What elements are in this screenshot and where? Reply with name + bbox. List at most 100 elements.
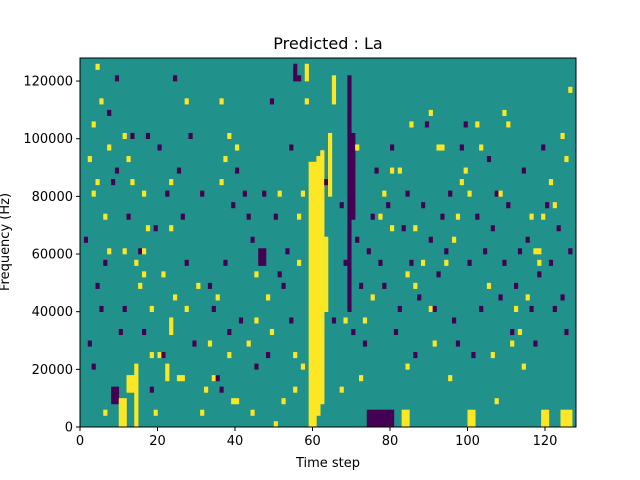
heatmap-cell-high [180, 375, 185, 382]
heatmap-cell-high [277, 190, 282, 197]
heatmap-cell-high [490, 352, 495, 359]
heatmap-cell-high [293, 352, 298, 359]
heatmap-cell-low [537, 271, 542, 278]
plot-frame [79, 57, 577, 428]
heatmap-cell-low [362, 340, 368, 347]
heatmap-cell-high [479, 144, 484, 151]
heatmap-cell-high [405, 363, 410, 370]
heatmap-cell-high [165, 363, 170, 382]
heatmap-cell-high [467, 190, 472, 197]
heatmap-cell-high [390, 167, 395, 174]
heatmap-cell-low [517, 248, 523, 255]
heatmap-cell-low [173, 75, 178, 82]
heatmap-cell-low [393, 328, 399, 336]
heatmap-cell-high [126, 156, 131, 163]
heatmap-cell-low [339, 202, 344, 209]
heatmap-cell-high [401, 409, 406, 428]
heatmap-cell-high [541, 213, 546, 220]
heatmap-cell-low [281, 282, 286, 289]
heatmap-cell-high [254, 271, 259, 278]
heatmap-cell-low [444, 248, 449, 255]
heatmap-cell-low [498, 294, 503, 301]
heatmap-cell-low [293, 63, 298, 82]
heatmap-cell-low [107, 109, 112, 116]
heatmap-cell-high [126, 375, 131, 393]
heatmap-cell-high [227, 352, 232, 359]
heatmap-cell-high [328, 132, 333, 197]
heatmap-cell-low [568, 248, 573, 255]
heatmap-cell-high [169, 225, 174, 232]
heatmap-cell-high [130, 179, 135, 186]
heatmap-cell-low [130, 132, 135, 140]
heatmap-cell-high [529, 213, 534, 220]
heatmap-cell-high [219, 179, 224, 186]
heatmap-cell-low [192, 340, 197, 347]
heatmap-cell-high [266, 294, 271, 301]
heatmap-cell-high [548, 179, 554, 186]
heatmap-cell-high [254, 317, 259, 324]
heatmap-cell-high [293, 386, 298, 393]
heatmap-cell-high [300, 363, 306, 370]
heatmap-cell-high [506, 121, 511, 128]
heatmap-cell-low [374, 167, 379, 174]
x-tick-label: 120 [533, 434, 558, 449]
heatmap-cell-high [169, 179, 174, 186]
heatmap-cell-high [343, 317, 348, 324]
heatmap-cell-low [390, 144, 395, 151]
heatmap-cell-low [122, 305, 127, 312]
heatmap-cell-high [300, 190, 306, 197]
heatmap-cell-low [347, 75, 352, 312]
heatmap-cell-low [440, 213, 445, 220]
y-tick-label: 20000 [32, 363, 73, 378]
heatmap-cell-low [153, 225, 158, 232]
heatmap-cell-low [138, 248, 143, 255]
heatmap-cell-high [235, 144, 240, 151]
heatmap-cell-low [231, 202, 236, 209]
heatmap-cell-high [459, 179, 464, 186]
heatmap-cell-low [200, 190, 205, 197]
heatmap-cell-low [273, 213, 278, 220]
heatmap-cell-low [355, 236, 360, 243]
heatmap-cell-low [545, 202, 550, 209]
heatmap-cell-low [242, 190, 247, 197]
heatmap-cell-high [537, 259, 542, 266]
heatmap-cell-low [432, 305, 437, 312]
heatmap-cell-low [351, 132, 356, 220]
heatmap-cell-low [87, 340, 92, 347]
heatmap-cell-high [421, 259, 426, 266]
y-tick-label: 80000 [32, 190, 73, 205]
heatmap-cell-high [130, 375, 135, 393]
heatmap-cell-low [207, 282, 213, 289]
x-axis-ticks: 0 20 40 60 80 100 120 [76, 427, 558, 449]
heatmap-cell-low [455, 340, 461, 347]
heatmap-cell-low [486, 156, 492, 163]
heatmap-cell-high [428, 109, 433, 116]
heatmap-cell-low [289, 317, 294, 324]
heatmap-cell-high [122, 398, 127, 428]
heatmap-cell-high [107, 144, 112, 151]
heatmap-cell-high [564, 156, 569, 163]
heatmap-cell-low [250, 236, 255, 243]
heatmap-cell-low [235, 167, 240, 174]
heatmap-cell-high [99, 98, 104, 105]
heatmap-cell-low [188, 132, 193, 140]
heatmap-cell-low [211, 305, 216, 312]
heatmap-cell-low [269, 98, 275, 105]
x-tick-label: 60 [304, 434, 321, 449]
heatmap-cell-high [339, 386, 344, 393]
heatmap-cell-high [409, 121, 414, 128]
heatmap-cell-low [126, 213, 131, 220]
heatmap-cell-high [138, 282, 143, 289]
heatmap-cell-low [91, 363, 96, 370]
heatmap-cell-high [514, 305, 519, 312]
heatmap-cell-low [490, 225, 495, 232]
heatmap-cell-low [529, 305, 534, 312]
heatmap-cell-low [506, 202, 511, 209]
heatmap-cell-low [184, 259, 189, 266]
heatmap-cell-high [250, 409, 255, 416]
heatmap-cell-low [428, 236, 433, 243]
heatmap-cell-low [277, 271, 282, 278]
heatmap-cell-high [297, 259, 302, 266]
heatmap-cell-high [184, 305, 189, 312]
heatmap-cell-high [273, 421, 278, 428]
